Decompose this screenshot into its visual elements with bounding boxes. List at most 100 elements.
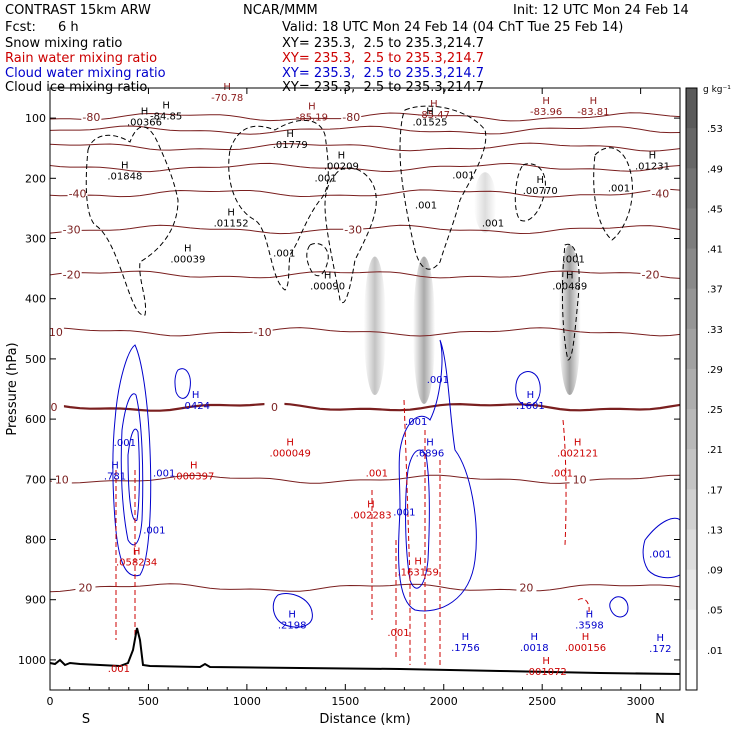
isotherm-20	[50, 583, 680, 593]
max-marker: H	[286, 129, 294, 140]
colorbar-tick: .29	[707, 365, 723, 376]
x-tick-label: 1000	[233, 695, 261, 708]
colorbar-tick: .25	[707, 405, 723, 416]
snow-contour	[399, 105, 487, 270]
contour-value: .001	[482, 218, 504, 229]
isotherm-label: -80	[82, 111, 100, 124]
max-marker: H	[430, 99, 438, 110]
colorbar-tick: .09	[707, 566, 723, 577]
max-value: .058234	[116, 557, 157, 568]
max-value: .163159	[397, 568, 438, 579]
max-value: .2198	[278, 621, 307, 632]
snow-contour	[593, 147, 633, 241]
isotherm-label-bg	[343, 223, 364, 235]
max-marker: H	[566, 271, 574, 282]
contour-value: .001	[608, 184, 630, 195]
colorbar-swatch	[686, 569, 697, 611]
max-value: .172	[649, 644, 671, 655]
legend-cloudwater-xy: XY= 235.3, 2.5 to 235.3,214.7	[282, 66, 485, 81]
colorbar-swatch	[686, 649, 697, 691]
isotherm-label-bg	[640, 268, 661, 280]
max-value: .00770	[523, 186, 558, 197]
max-value: .01848	[107, 172, 142, 183]
isotherm--10	[50, 327, 680, 337]
max-marker: H	[414, 557, 422, 568]
cloud-water-contour	[272, 593, 313, 628]
north-label: N	[655, 712, 665, 727]
max-marker: H	[657, 633, 665, 644]
max-value: -83.81	[577, 107, 609, 118]
max-marker: H	[542, 96, 550, 107]
colorbar-swatch	[686, 449, 697, 490]
colorbar-swatch	[686, 248, 697, 290]
contour-value: .001	[314, 173, 336, 184]
max-value: .000156	[565, 643, 606, 654]
y-tick-label: 200	[25, 172, 46, 185]
max-value: .3598	[575, 621, 604, 632]
max-marker: H	[462, 632, 470, 643]
fcst-value: 6 h	[58, 20, 79, 35]
y-tick-label: 100	[25, 112, 46, 125]
colorbar-tick: .41	[707, 245, 723, 256]
y-tick-label: 1000	[18, 654, 46, 667]
max-value: .00090	[310, 282, 345, 293]
max-marker: H	[536, 175, 544, 186]
x-axis-label: Distance (km)	[319, 712, 410, 727]
isotherm-label-bg	[264, 401, 285, 413]
contour-value: .001	[649, 550, 671, 561]
cloud-water-contour	[398, 339, 477, 612]
rain-contour	[577, 598, 590, 616]
max-value: .1601	[516, 401, 545, 412]
max-marker: H	[367, 499, 375, 510]
max-marker: H	[162, 100, 170, 111]
contour-value: .001	[427, 375, 449, 386]
shaded-column	[363, 256, 386, 396]
max-marker: H	[531, 632, 539, 643]
max-value: .0424	[181, 401, 210, 412]
contour-value: .001	[387, 628, 409, 639]
colorbar-swatch	[686, 88, 697, 129]
legend-snow-xy: XY= 235.3, 2.5 to 235.3,214.7	[282, 36, 485, 51]
isotherm-label: -40	[651, 187, 669, 200]
cloud-water-contour	[405, 449, 430, 589]
colorbar-frame	[685, 87, 698, 691]
max-marker: H	[190, 460, 198, 471]
colorbar-swatch	[686, 328, 697, 370]
colorbar-tick: .45	[707, 204, 723, 215]
max-marker: H	[574, 437, 582, 448]
max-marker: H	[586, 610, 594, 621]
max-value: .781	[104, 471, 126, 482]
y-tick-label: 500	[25, 353, 46, 366]
y-tick-label: 800	[25, 534, 46, 547]
shaded-column	[558, 244, 581, 396]
max-value: .002121	[557, 448, 598, 459]
cloud-water-contour	[120, 393, 144, 546]
isotherm-label: -40	[69, 187, 87, 200]
contour-value: .001	[415, 200, 437, 211]
max-value: .00209	[324, 161, 359, 172]
max-value: .1756	[451, 643, 480, 654]
contour-value: .001	[153, 468, 175, 479]
colorbar-swatch	[686, 368, 697, 410]
isotherm-label-bg	[252, 325, 273, 337]
max-marker: H	[590, 96, 598, 107]
max-marker: H	[308, 102, 316, 113]
isotherm-label-bg	[569, 473, 590, 485]
isotherm-label: 20	[78, 582, 92, 595]
max-value: .000049	[270, 448, 311, 459]
snow-contour	[306, 243, 329, 277]
isotherm-label-bg	[67, 187, 88, 199]
max-value: -70.78	[211, 93, 243, 104]
colorbar-swatch	[686, 128, 697, 169]
colorbar-tick: .17	[707, 485, 723, 496]
south-label: S	[82, 712, 90, 727]
isotherm-0	[50, 402, 680, 412]
isotherm-label: 0	[271, 401, 278, 414]
max-value: .002283	[350, 510, 391, 521]
isotherm--40	[50, 188, 680, 198]
legend-snow-label: Snow mixing ratio	[5, 36, 123, 51]
max-marker: H	[121, 161, 129, 172]
colorbar-swatch	[686, 409, 697, 450]
max-marker: H	[649, 150, 657, 161]
